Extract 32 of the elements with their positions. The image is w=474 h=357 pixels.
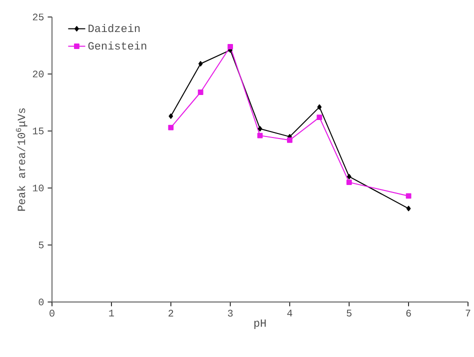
x-tick-label: 5 (346, 310, 352, 316)
y-tick-label: 15 (32, 128, 44, 134)
y-axis-title: Peak area/10$^{6}$μVs (16, 108, 28, 211)
x-tick-label: 7 (466, 310, 470, 316)
point (316, 114, 322, 120)
point (198, 61, 203, 66)
legend-label: Daidzein (88, 24, 140, 32)
point (168, 113, 174, 119)
point (168, 124, 174, 130)
point (346, 180, 352, 185)
legend-label: Genistein (88, 42, 146, 50)
x-tick-label: 3 (228, 310, 233, 317)
y-tick-label: 5 (38, 242, 44, 248)
x-tick-label: 6 (406, 310, 411, 317)
y-tick-label: 20 (32, 70, 44, 78)
y-tick-label: 0 (38, 298, 44, 306)
point (228, 44, 233, 50)
x-tick-label: 4 (287, 310, 292, 316)
x-axis-title: pH (254, 319, 266, 329)
y-tick-label: 10 (32, 184, 44, 192)
point (346, 174, 352, 180)
point (287, 137, 292, 143)
x-tick-label: 1 (109, 310, 114, 316)
y-tick-label: 25 (32, 14, 44, 20)
point (317, 104, 322, 110)
point (406, 206, 411, 212)
point (406, 193, 412, 199)
point (198, 90, 204, 95)
x-tick-label: 2 (168, 310, 174, 316)
point (257, 132, 263, 138)
x-tick-label: 0 (50, 310, 54, 317)
point (258, 126, 262, 132)
